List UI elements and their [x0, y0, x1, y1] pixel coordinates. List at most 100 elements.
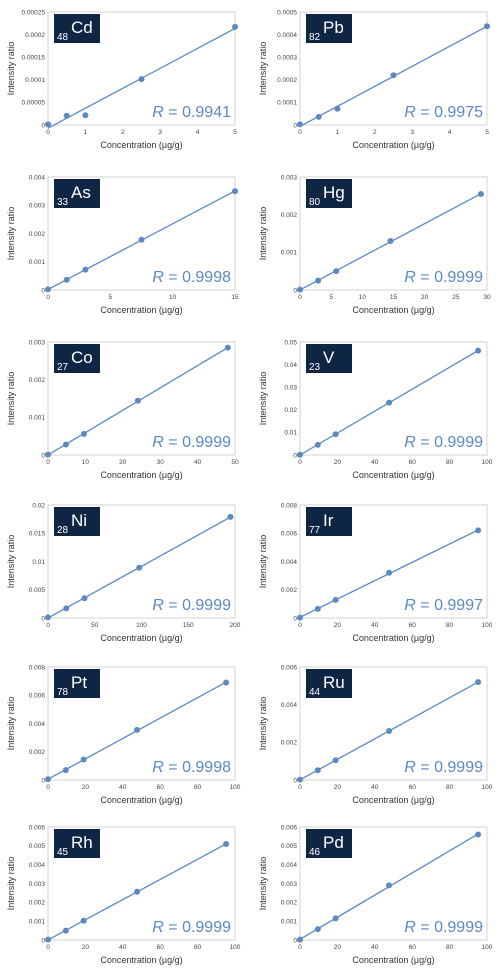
element-label-box	[306, 14, 352, 43]
y-tick-label: 0.004	[29, 862, 46, 869]
element-symbol: Ir	[323, 511, 334, 530]
y-tick-label: 0	[293, 122, 297, 129]
data-point	[334, 105, 341, 112]
r-number: = 0.9998	[164, 759, 231, 776]
chart-ni: 0 0.005 0.01 0.015 0.02 0 50 100 150 200 Concentra…	[6, 502, 241, 643]
x-tick-label: 0	[46, 784, 50, 791]
chart-rh: 0 0.001 0.002 0.003 0.004 0.005 0.006 0 20 40 60 80…	[6, 824, 241, 965]
x-tick-label: 25	[452, 294, 460, 301]
x-tick-label: 60	[409, 944, 417, 951]
mass-number: 80	[309, 197, 321, 208]
y-tick-label: 0.0002	[277, 77, 297, 84]
x-tick-label: 10	[359, 294, 367, 301]
y-tick-label: 0.01	[284, 430, 297, 437]
mass-number: 78	[57, 687, 69, 698]
r-number: = 0.9999	[164, 919, 231, 936]
x-tick-label: 20	[82, 944, 90, 951]
chart-pd: 0 0.001 0.002 0.003 0.004 0.005 0.006 0 20 40 60 80…	[258, 824, 493, 965]
r-symbol: R	[404, 759, 416, 776]
data-point	[386, 569, 393, 576]
y-tick-label: 0.001	[29, 415, 46, 422]
x-tick-label: 80	[446, 459, 454, 466]
x-axis-label: Concentration (µg/g)	[100, 795, 182, 805]
y-tick-label: 0.006	[281, 664, 298, 671]
x-tick-label: 5	[109, 294, 113, 301]
y-tick-label: 0.001	[29, 259, 46, 266]
r-value-label: R = 0.9998	[152, 759, 231, 776]
x-tick-label: 40	[194, 459, 202, 466]
y-axis-label: Intensity ratio	[258, 372, 268, 426]
element-label-box	[54, 829, 100, 858]
x-tick-label: 40	[371, 622, 379, 629]
x-tick-label: 60	[409, 622, 417, 629]
data-point	[62, 441, 69, 448]
x-tick-label: 0	[298, 784, 302, 791]
plot-frame	[47, 176, 236, 291]
data-point	[297, 614, 303, 621]
x-tick-label: 40	[119, 784, 127, 791]
x-tick-label: 0	[46, 622, 50, 629]
data-point	[314, 926, 321, 933]
r-value-label: R = 0.9999	[404, 919, 483, 936]
r-value-label: R = 0.9999	[404, 759, 483, 776]
x-tick-label: 10	[82, 459, 90, 466]
y-tick-label: 0.004	[281, 862, 298, 869]
x-tick-label: 20	[119, 459, 127, 466]
data-point	[314, 441, 321, 448]
r-symbol: R	[404, 269, 416, 286]
x-tick-label: 100	[482, 944, 493, 951]
r-number: = 0.9975	[416, 104, 483, 121]
plot-frame	[47, 341, 236, 456]
y-axis-label: Intensity ratio	[258, 42, 268, 96]
element-symbol: Ni	[71, 511, 87, 530]
r-symbol: R	[152, 434, 164, 451]
element-symbol: Cd	[71, 18, 93, 37]
y-tick-label: 0.002	[281, 587, 298, 594]
y-tick-label: 0.001	[29, 918, 46, 925]
mass-number: 33	[57, 197, 69, 208]
mass-number: 48	[57, 32, 69, 43]
y-tick-label: 0	[41, 937, 45, 944]
element-label-box	[54, 344, 100, 373]
x-tick-label: 60	[409, 459, 417, 466]
data-point	[62, 767, 69, 774]
x-tick-label: 100	[230, 944, 241, 951]
r-symbol: R	[404, 104, 416, 121]
data-point	[80, 430, 87, 437]
data-point	[62, 927, 69, 934]
element-symbol: As	[71, 183, 91, 202]
element-symbol: Rh	[71, 833, 93, 852]
x-tick-label: 4	[448, 129, 452, 136]
y-axis-label: Intensity ratio	[6, 697, 16, 751]
x-tick-label: 80	[194, 944, 202, 951]
x-tick-label: 5	[485, 129, 489, 136]
y-tick-label: 0.006	[281, 531, 298, 538]
element-symbol: Pt	[71, 673, 87, 692]
data-point	[386, 882, 393, 889]
data-point	[45, 776, 51, 783]
element-symbol: Pb	[323, 18, 344, 37]
y-tick-label: 0.003	[29, 339, 46, 346]
x-axis-label: Concentration (µg/g)	[100, 633, 182, 643]
x-axis-label: Concentration (µg/g)	[352, 140, 434, 150]
x-tick-label: 20	[334, 784, 342, 791]
data-point	[45, 286, 51, 293]
x-tick-label: 80	[194, 784, 202, 791]
y-tick-label: 0	[293, 777, 297, 784]
data-point	[45, 936, 51, 943]
y-tick-label: 0.00025	[22, 9, 46, 16]
y-tick-label: 0.008	[281, 502, 298, 509]
y-tick-label: 0.005	[29, 843, 46, 850]
r-value-label: R = 0.9999	[404, 269, 483, 286]
y-tick-label: 0.002	[29, 231, 46, 238]
x-tick-label: 40	[371, 459, 379, 466]
x-tick-label: 0	[298, 129, 302, 136]
data-point	[134, 397, 141, 404]
y-tick-label: 0.003	[29, 203, 46, 210]
x-axis-label: Concentration (µg/g)	[100, 470, 182, 480]
y-tick-label: 0.001	[281, 250, 298, 257]
y-tick-label: 0.0002	[25, 32, 45, 39]
x-tick-label: 40	[371, 944, 379, 951]
x-tick-label: 4	[196, 129, 200, 136]
element-label-box	[306, 669, 352, 698]
